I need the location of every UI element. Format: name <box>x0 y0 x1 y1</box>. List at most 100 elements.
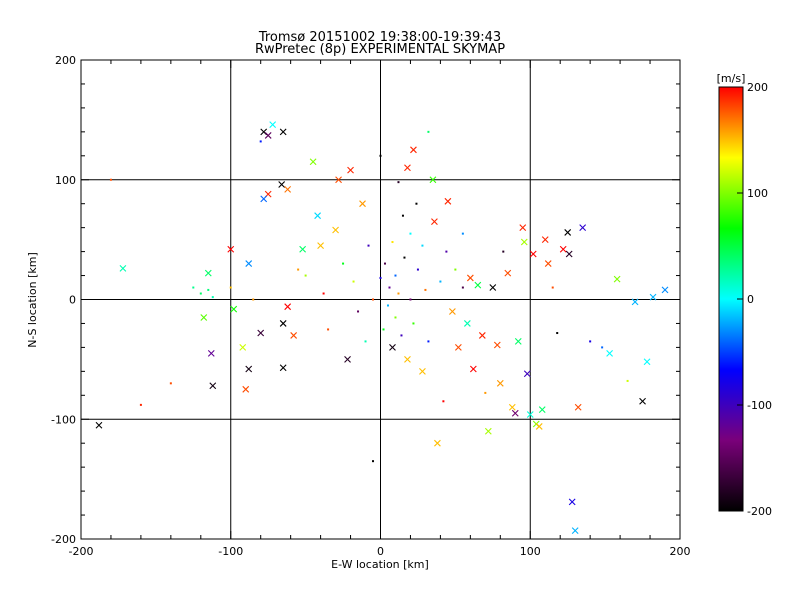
data-point-dot <box>415 202 418 205</box>
cross-stroke <box>661 286 669 294</box>
data-point-dot <box>556 332 559 335</box>
data-point-cross <box>529 250 537 258</box>
cross-stroke <box>299 245 307 253</box>
data-point-dot <box>364 340 367 343</box>
data-point-dot <box>388 286 391 289</box>
data-point-cross <box>404 355 411 363</box>
cross-stroke <box>579 224 587 232</box>
data-point-dot <box>207 288 210 291</box>
cross-stroke <box>332 226 339 234</box>
cross-stroke <box>535 423 543 430</box>
cross-stroke <box>526 411 534 418</box>
cross-stroke <box>511 409 519 417</box>
cross-stroke <box>279 128 287 136</box>
data-point-cross <box>489 284 497 291</box>
cross-stroke <box>564 229 572 236</box>
data-point-cross <box>317 242 324 250</box>
data-point-dot <box>192 286 195 289</box>
data-point-cross <box>606 349 614 357</box>
chart-title: Tromsø 20151002 19:38:00-19:39:43 <box>258 30 501 45</box>
data-point-dot <box>461 286 464 289</box>
data-point-cross <box>469 365 477 373</box>
data-point-dot <box>211 296 214 299</box>
grid <box>81 60 680 539</box>
cross-stroke <box>389 344 396 351</box>
cross-stroke <box>508 403 516 411</box>
data-point-dot <box>391 241 394 244</box>
data-point-cross <box>511 409 519 417</box>
cross-stroke <box>204 269 212 277</box>
data-point-cross <box>309 158 317 166</box>
data-point-cross <box>227 245 235 253</box>
data-point-dot <box>386 304 389 307</box>
cross-stroke <box>444 197 452 205</box>
data-point-cross <box>661 286 669 294</box>
data-point-cross <box>559 245 567 253</box>
data-point-dot <box>416 268 419 271</box>
data-point-cross <box>454 344 462 351</box>
data-point-dot <box>372 460 375 463</box>
y-tick-label: -100 <box>51 413 76 426</box>
cross-stroke <box>290 332 298 339</box>
data-point-cross <box>448 308 456 315</box>
cross-stroke <box>478 332 486 339</box>
data-point-dot <box>601 346 604 349</box>
cross-stroke <box>335 176 342 184</box>
data-point-cross <box>523 370 531 378</box>
data-point-cross <box>299 245 307 253</box>
data-point-cross <box>279 128 287 136</box>
y-tick-label: 100 <box>55 174 76 187</box>
cross-stroke <box>493 341 501 349</box>
x-tick-label: 100 <box>520 545 541 558</box>
cross-stroke <box>284 185 292 193</box>
data-point-dot <box>421 244 424 247</box>
data-point-cross <box>544 260 552 267</box>
data-point-dot <box>304 274 307 277</box>
cross-stroke <box>463 320 471 327</box>
data-point-dot <box>442 400 445 403</box>
cross-stroke <box>504 269 512 277</box>
cross-stroke <box>544 260 552 267</box>
data-point-cross <box>535 423 543 430</box>
cross-stroke <box>278 181 286 188</box>
data-point-cross <box>389 344 396 351</box>
data-point-cross <box>613 275 621 283</box>
data-point-dot <box>229 286 232 289</box>
data-point-cross <box>257 329 265 337</box>
x-tick-labels: -200 -100 0 100 200 <box>69 545 691 558</box>
data-point-dot <box>199 292 202 295</box>
data-point-cross <box>230 305 238 313</box>
cross-stroke <box>284 303 292 311</box>
cross-stroke <box>95 421 103 429</box>
data-point-dot <box>427 130 430 133</box>
data-point-cross <box>538 406 546 414</box>
colorbar-ticks: -200 -100 0 100 200 <box>737 81 772 518</box>
cross-stroke <box>631 298 639 306</box>
cross-stroke <box>568 498 576 506</box>
data-point-cross <box>410 146 417 154</box>
cross-stroke <box>245 260 253 267</box>
data-point-cross <box>504 269 512 277</box>
data-point-dot <box>379 276 382 279</box>
cross-stroke <box>269 121 277 129</box>
data-point-dot <box>424 288 427 291</box>
cross-stroke <box>574 403 582 411</box>
data-point-cross <box>284 185 292 193</box>
data-point-cross <box>269 121 277 129</box>
data-point-dot <box>372 298 375 301</box>
data-point-cross <box>245 260 253 267</box>
cross-stroke <box>613 275 621 283</box>
data-point-cross <box>474 281 482 289</box>
y-tick-label: 200 <box>55 54 76 67</box>
data-point-dot <box>352 280 355 283</box>
data-point-cross <box>279 364 287 372</box>
x-axis-title: E-W location [km] <box>331 558 429 571</box>
cross-stroke <box>520 238 528 246</box>
cross-stroke <box>239 344 247 351</box>
cross-stroke <box>260 128 268 136</box>
cross-stroke <box>538 406 546 414</box>
cross-stroke <box>565 250 573 258</box>
data-point-cross <box>242 385 250 393</box>
y-tick-labels: -200 -100 0 100 200 <box>51 54 76 546</box>
data-point-cross <box>209 382 217 390</box>
